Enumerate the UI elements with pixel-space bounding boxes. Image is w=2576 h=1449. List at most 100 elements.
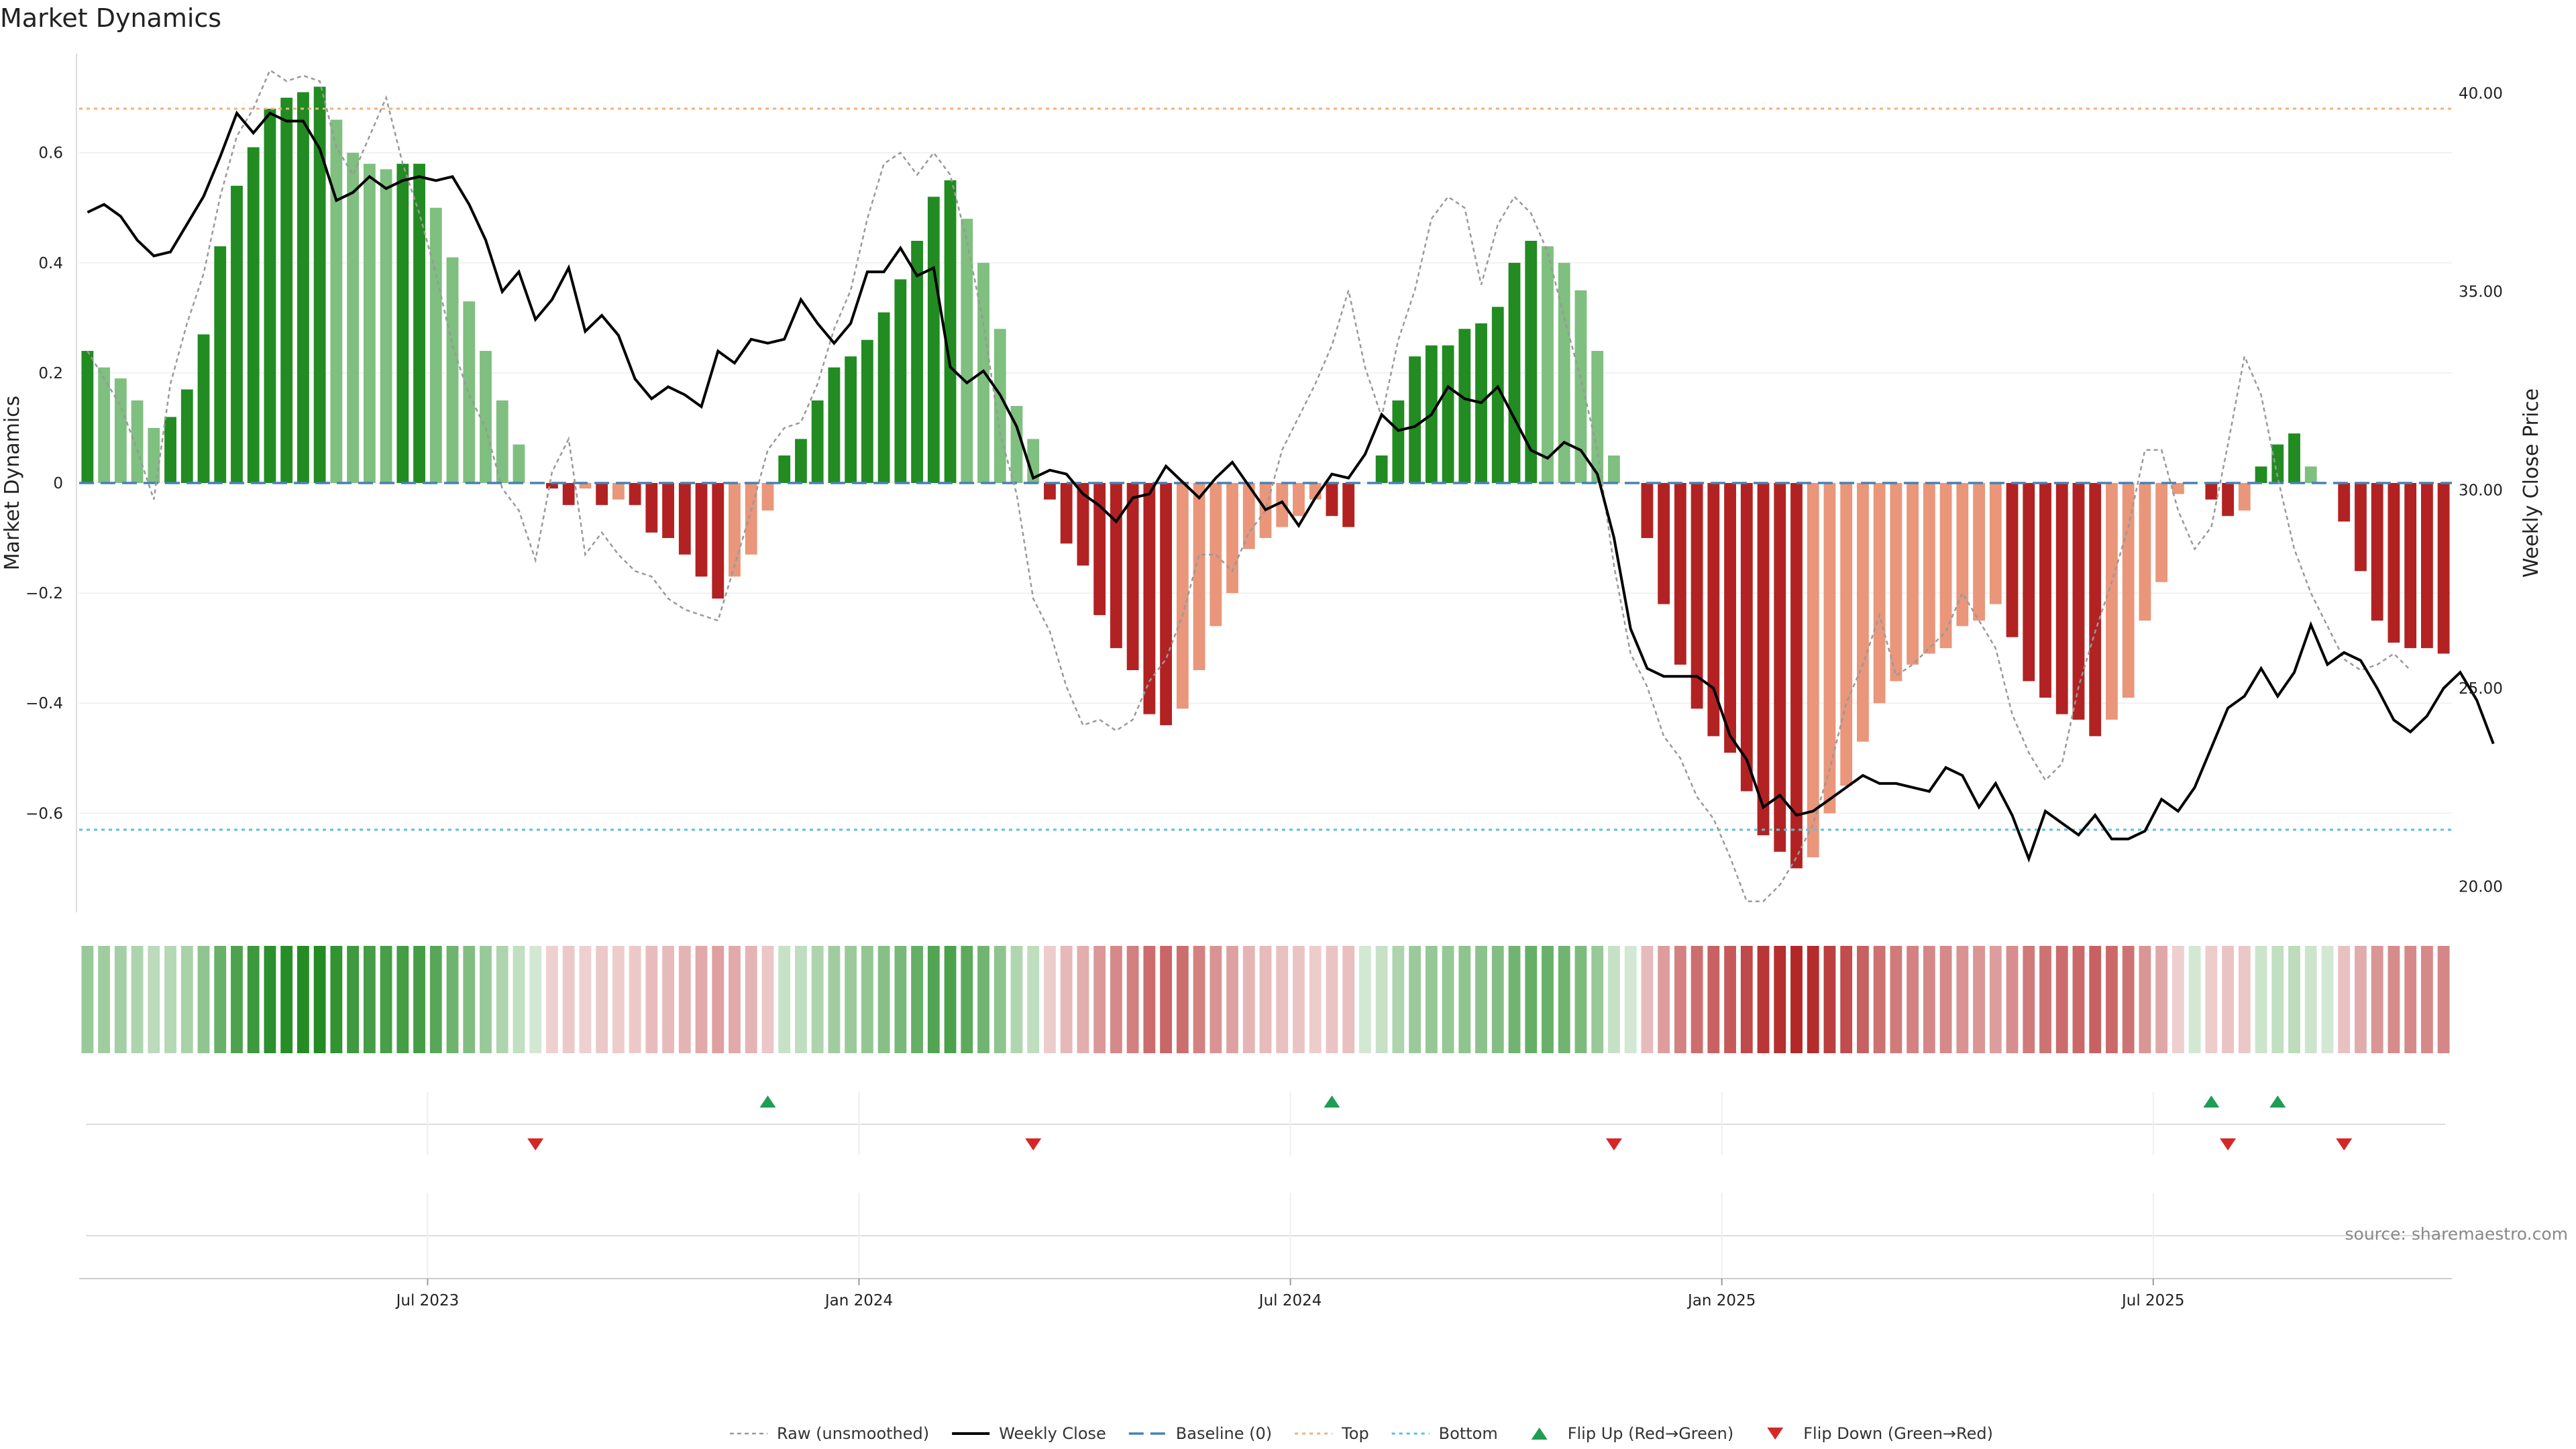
heat-cell (1624, 946, 1637, 1053)
heat-cell (413, 946, 425, 1053)
heat-cell (1176, 946, 1189, 1053)
bar (1608, 455, 1620, 483)
bar (1326, 483, 1338, 517)
flip-down-marker (1025, 1138, 1042, 1150)
bar (1193, 483, 1205, 670)
bar (2404, 483, 2417, 649)
heat-cell (1242, 946, 1255, 1053)
bar (1823, 483, 1836, 814)
bar (1939, 483, 1952, 649)
bar (2338, 483, 2351, 522)
heat-cell (2139, 946, 2151, 1053)
heat-cell (496, 946, 508, 1053)
bar (247, 147, 260, 483)
bar (1176, 483, 1189, 709)
bar (1375, 455, 1388, 483)
bar (1491, 307, 1504, 483)
bar (2171, 483, 2184, 494)
bar (1210, 483, 1222, 627)
heat-cell (662, 946, 674, 1053)
bar (1110, 483, 1122, 649)
heat-cell (2222, 946, 2234, 1053)
bar (1989, 483, 2002, 604)
bar (197, 334, 210, 483)
heat-cell (579, 946, 592, 1053)
bar (877, 312, 890, 483)
bar (1757, 483, 1770, 836)
bar (546, 483, 558, 489)
flip-up-marker (1324, 1095, 1340, 1108)
bar (81, 351, 94, 483)
bar (2089, 483, 2102, 737)
bar (2355, 483, 2367, 572)
heat-cell (1293, 946, 1305, 1053)
y-tick-label: 0.2 (38, 365, 63, 382)
flip-down-marker (1605, 1138, 1622, 1150)
bar (1458, 329, 1471, 483)
heat-cell (2006, 946, 2019, 1053)
heat-cell (911, 946, 923, 1053)
flip-down-marker (527, 1138, 544, 1150)
heat-cell (2155, 946, 2168, 1053)
bar (811, 400, 824, 483)
heat-cell (2039, 946, 2051, 1053)
bar (1707, 483, 1720, 737)
bar (1060, 483, 1073, 544)
heat-cell (1674, 946, 1686, 1053)
heat-cell (2288, 946, 2300, 1053)
heat-cell (114, 946, 127, 1053)
heat-cell (1458, 946, 1471, 1053)
bar (1542, 246, 1554, 483)
ticks-layer: −0.6 −0.4 −0.2 0 0.2 0.4 0.6 20.00 25.00 30.00 35.… (25, 85, 2503, 896)
bar (513, 444, 525, 483)
heat-cell (2371, 946, 2383, 1053)
heat-cell (1442, 946, 1454, 1053)
legend-label: Baseline (0) (1176, 1424, 1272, 1443)
bar (894, 279, 907, 483)
bar (994, 329, 1006, 483)
bar (2387, 483, 2400, 643)
heat-cell (1890, 946, 1902, 1053)
flip-down-marker (2220, 1138, 2237, 1150)
heat-cell (2089, 946, 2102, 1053)
bar (496, 400, 508, 483)
x-tick-label: Jan 2024 (824, 1292, 893, 1309)
bar (1591, 351, 1604, 483)
legend-flip-up-swatch (1531, 1428, 1548, 1440)
bar (1907, 483, 1919, 665)
heat-cell (98, 946, 111, 1053)
heat-cell (1193, 946, 1205, 1053)
bar (2106, 483, 2118, 720)
heat-cell (778, 946, 791, 1053)
heat-cell (2188, 946, 2201, 1053)
heat-cell (795, 946, 807, 1053)
x-tick-label: Jan 2025 (1686, 1292, 1756, 1309)
heat-cell (1110, 946, 1122, 1053)
bar (2271, 444, 2284, 483)
bar (363, 164, 376, 483)
heat-cell (480, 946, 492, 1053)
bar (2222, 483, 2234, 517)
flip-markers (86, 1092, 2445, 1278)
heat-cell (1425, 946, 1438, 1053)
x-tick-label: Jul 2025 (2121, 1292, 2185, 1309)
heat-strip (81, 946, 2450, 1053)
source-label: source: sharemaestro.com (2345, 1224, 2569, 1244)
bar (1641, 483, 1654, 539)
bar (845, 356, 857, 483)
heat-cell (214, 946, 227, 1053)
heat-cell (1989, 946, 2002, 1053)
flip-up-marker (2269, 1095, 2286, 1108)
heat-cell (2404, 946, 2417, 1053)
heat-cell (1707, 946, 1720, 1053)
bar (280, 97, 293, 484)
heat-cell (2055, 946, 2068, 1053)
y-tick-label: 0.6 (38, 145, 63, 162)
legend-label: Raw (unsmoothed) (777, 1424, 929, 1443)
heat-cell (1542, 946, 1554, 1053)
bar (2155, 483, 2168, 582)
bar (180, 389, 193, 483)
heat-cell (894, 946, 907, 1053)
heat-cell (845, 946, 857, 1053)
